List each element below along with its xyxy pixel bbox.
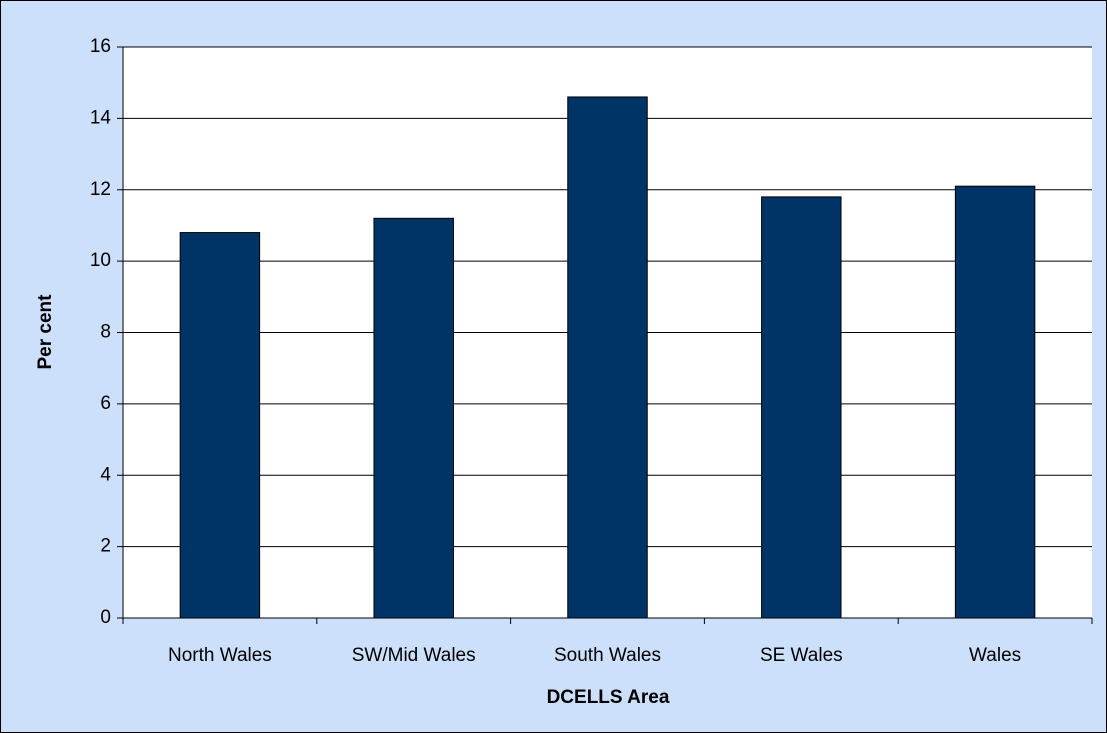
x-tick-label: North Wales (168, 645, 272, 666)
y-tick-label: 0 (100, 607, 111, 628)
x-tick-label: Wales (969, 645, 1021, 666)
y-tick-label: 16 (90, 36, 111, 57)
bar (954, 185, 1036, 619)
x-tick-label: South Wales (554, 645, 661, 666)
y-tick-label: 14 (90, 107, 112, 128)
y-tick-label: 2 (100, 536, 111, 557)
y-tick-label: 8 (100, 322, 111, 343)
bar (179, 232, 261, 619)
bar (567, 96, 648, 619)
x-axis-title: DCELLS Area (547, 687, 670, 708)
y-tick-label: 10 (90, 250, 111, 271)
bar (761, 196, 842, 619)
y-tick-label: 6 (100, 393, 111, 414)
y-tick-label: 12 (90, 179, 111, 200)
y-tick-label: 4 (100, 464, 111, 485)
x-tick-label: SE Wales (760, 645, 843, 666)
bar (373, 217, 454, 619)
y-axis-title: Per cent (35, 294, 56, 370)
x-tick-label: SW/Mid Wales (352, 645, 476, 666)
